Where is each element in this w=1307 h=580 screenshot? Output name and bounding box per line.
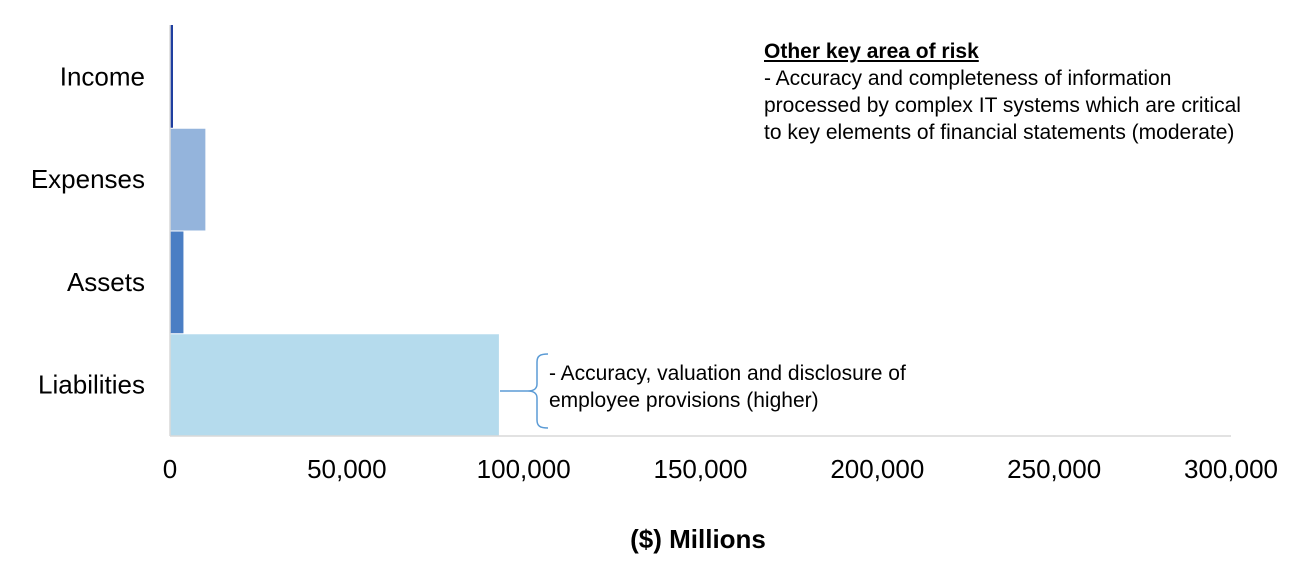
bar-expenses xyxy=(170,128,206,231)
x-tick-label: 100,000 xyxy=(477,454,571,484)
category-label-liabilities: Liabilities xyxy=(38,370,145,400)
x-tick-label: 200,000 xyxy=(830,454,924,484)
category-label-expenses: Expenses xyxy=(31,164,145,194)
x-axis-title: ($) Millions xyxy=(630,524,766,554)
other-risk-text: - Accuracy and completeness of informati… xyxy=(764,67,1241,144)
x-tick-labels: 0 50,000 100,000 150,000 200,000 250,000 300,0… xyxy=(163,454,1278,484)
liabilities-risk-note: - Accuracy, valuation and disclosure of … xyxy=(549,360,989,414)
bars-group xyxy=(170,25,499,436)
x-tick-label: 0 xyxy=(163,454,177,484)
other-risk-heading: Other key area of risk xyxy=(764,40,979,63)
bar-assets xyxy=(170,231,184,334)
category-label-assets: Assets xyxy=(67,267,145,297)
other-risk-note: Other key area of risk - Accuracy and co… xyxy=(764,38,1264,146)
x-tick-label: 50,000 xyxy=(307,454,387,484)
liabilities-bracket xyxy=(500,353,549,429)
x-tick-label: 300,000 xyxy=(1184,454,1278,484)
bar-liabilities xyxy=(170,334,499,436)
liabilities-risk-text: - Accuracy, valuation and disclosure of … xyxy=(549,362,906,412)
x-tick-label: 150,000 xyxy=(654,454,748,484)
category-labels: Income Expenses Assets Liabilities xyxy=(31,61,145,399)
bar-income xyxy=(170,25,173,128)
category-label-income: Income xyxy=(60,61,145,91)
x-tick-label: 250,000 xyxy=(1007,454,1101,484)
